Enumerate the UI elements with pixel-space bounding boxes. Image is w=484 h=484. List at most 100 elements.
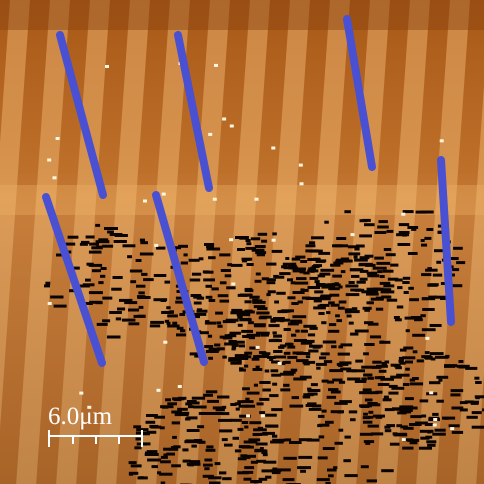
speckle (338, 428, 344, 432)
speckle (354, 380, 367, 383)
bright-spot (429, 391, 434, 395)
speckle (420, 210, 434, 214)
speckle (138, 305, 144, 309)
speckle (343, 459, 351, 463)
speckle (217, 395, 230, 399)
speckle (318, 297, 331, 301)
speckle (128, 308, 140, 312)
speckle (379, 340, 391, 344)
speckle (237, 471, 249, 475)
speckle (336, 362, 349, 366)
speckle (402, 356, 416, 360)
speckle (191, 396, 206, 400)
speckle (397, 243, 411, 246)
speckle (242, 259, 248, 263)
speckle (219, 253, 231, 257)
speckle (329, 369, 343, 373)
speckle (375, 307, 384, 311)
speckle (379, 281, 391, 285)
speckle (130, 280, 137, 284)
speckle (259, 411, 266, 415)
speckle (250, 480, 263, 483)
speckle (347, 245, 357, 249)
speckle (313, 306, 326, 310)
speckle (316, 478, 330, 482)
speckle (196, 308, 203, 312)
speckle (259, 447, 264, 450)
speckle (88, 263, 103, 267)
speckle (261, 277, 269, 281)
speckle (180, 329, 186, 333)
speckle (305, 404, 316, 407)
speckle (232, 340, 245, 344)
speckle (279, 319, 285, 323)
speckle (261, 239, 268, 243)
speckle (349, 310, 360, 314)
speckle (319, 303, 330, 307)
speckle (295, 255, 306, 259)
speckle (197, 425, 205, 429)
speckle (115, 317, 122, 321)
speckle (378, 369, 387, 373)
speckle (138, 291, 145, 295)
speckle (384, 408, 395, 412)
speckle (245, 246, 256, 250)
speckle (267, 356, 276, 359)
speckle (474, 376, 480, 380)
speckle (326, 311, 331, 315)
speckle (318, 435, 325, 439)
speckle (159, 472, 173, 476)
speckle (291, 257, 301, 261)
speckle (276, 291, 286, 295)
speckle (317, 274, 326, 278)
bright-spot (432, 423, 437, 427)
speckle (252, 300, 266, 304)
bright-spot (450, 427, 455, 431)
speckle (428, 295, 438, 299)
speckle (259, 432, 268, 436)
speckle (293, 377, 307, 381)
speckle (370, 391, 379, 395)
speckle (262, 388, 271, 392)
speckle (317, 456, 328, 460)
speckle (338, 300, 347, 304)
speckle (172, 321, 178, 325)
speckle (341, 259, 353, 263)
speckle (179, 313, 186, 316)
speckle (426, 440, 437, 444)
speckle (136, 284, 146, 288)
speckle (137, 314, 146, 318)
speckle (258, 477, 268, 481)
speckle (345, 284, 359, 288)
speckle (205, 390, 218, 394)
speckle (95, 223, 101, 227)
speckle (188, 258, 200, 262)
speckle (266, 262, 277, 266)
speckle (280, 388, 291, 392)
speckle (328, 287, 340, 291)
speckle (429, 381, 441, 385)
marker-line (343, 15, 376, 171)
speckle (219, 281, 227, 285)
speckle (246, 263, 254, 266)
speckle (283, 351, 291, 355)
speckle (67, 235, 79, 239)
speckle (216, 321, 222, 325)
speckle (311, 404, 322, 408)
speckle (429, 324, 442, 327)
speckle (234, 449, 242, 453)
speckle (256, 253, 265, 257)
speckle (362, 306, 372, 310)
speckle (272, 382, 278, 386)
speckle (434, 295, 446, 299)
speckle (271, 318, 281, 322)
speckle (394, 364, 401, 368)
speckle (407, 226, 419, 229)
speckle (204, 345, 214, 348)
speckle (353, 255, 358, 259)
speckle (403, 291, 409, 294)
speckle (427, 443, 436, 447)
speckle (227, 263, 233, 267)
speckle (458, 360, 464, 363)
